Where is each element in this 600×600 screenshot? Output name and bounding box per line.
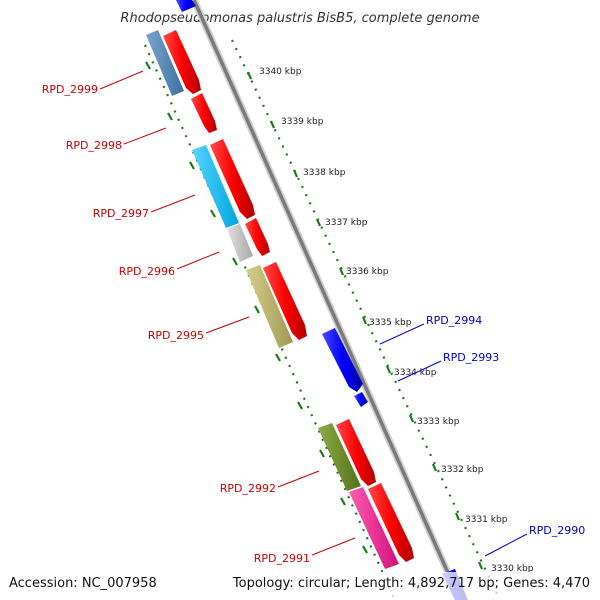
- leader-line: [379, 323, 425, 345]
- tick-mark: [292, 169, 299, 178]
- tick-mark: [315, 218, 322, 227]
- cds-forward: [245, 218, 270, 256]
- tick-mark: [167, 112, 173, 121]
- leader-line: [176, 251, 220, 270]
- gene-label-rpd-2996[interactable]: RPD_2996: [119, 265, 175, 278]
- kbp-label: 3339 kbp: [281, 117, 324, 127]
- backbone-line: [192, 0, 462, 600]
- tick-mark: [362, 545, 368, 554]
- kbp-label: 3335 kbp: [369, 318, 412, 328]
- cds-reverse: [354, 392, 368, 407]
- accession-text: Accession: NC_007958: [9, 576, 157, 591]
- kbp-label: 3330 kbp: [491, 564, 534, 574]
- leader-line: [123, 127, 167, 145]
- kbp-label: 3331 kbp: [465, 515, 508, 525]
- leader-line: [397, 360, 442, 382]
- kbp-label: 3338 kbp: [303, 168, 346, 178]
- leader-line: [277, 470, 320, 488]
- kbp-label: 3332 kbp: [441, 465, 484, 475]
- topology-text: Topology: circular; Length: 4,892,717 bp…: [232, 576, 590, 591]
- gene-label-rpd-2994[interactable]: RPD_2994: [426, 314, 482, 327]
- gene-labels: RPD_2999 RPD_2998 RPD_2997 RPD_2996 RPD_…: [42, 70, 585, 565]
- inner-major-ticks: [145, 61, 368, 554]
- tick-mark: [246, 71, 253, 80]
- cog-feature-rpd-2991: [349, 487, 399, 569]
- tick-mark: [210, 209, 216, 218]
- leader-line: [311, 537, 356, 556]
- cds-forward: [368, 483, 414, 562]
- cog-feature-rpd-2997: [192, 145, 239, 228]
- gene-label-rpd-2992[interactable]: RPD_2992: [220, 482, 276, 495]
- cds-forward: [163, 30, 201, 94]
- map-title: Rhodopseudomonas palustris BisB5, comple…: [120, 11, 479, 26]
- leader-line: [484, 533, 528, 557]
- tick-mark: [319, 449, 325, 458]
- gene-label-rpd-2991[interactable]: RPD_2991: [254, 552, 310, 565]
- cds-forward: [191, 93, 217, 133]
- cog-feature-rpd-2996: [227, 224, 253, 262]
- cds-reverse: [322, 328, 363, 392]
- cog-features: [146, 30, 399, 569]
- tick-mark: [454, 512, 461, 521]
- kbp-label: 3333 kbp: [417, 417, 460, 427]
- tick-mark: [477, 561, 484, 570]
- cog-feature-rpd-2992: [318, 423, 361, 491]
- outer-major-ticks: [246, 71, 484, 570]
- gene-label-rpd-2995[interactable]: RPD_2995: [148, 329, 204, 342]
- cog-feature-rpd-2995: [246, 265, 293, 348]
- cds-forward: [210, 139, 255, 219]
- leader-line: [205, 316, 250, 334]
- tick-mark: [408, 414, 415, 423]
- tick-mark: [189, 161, 195, 170]
- tick-mark: [385, 365, 392, 374]
- kbp-label: 3336 kbp: [346, 267, 389, 277]
- tick-mark: [275, 353, 281, 362]
- tick-mark: [431, 463, 438, 472]
- leader-line: [99, 70, 144, 90]
- tick-mark: [340, 497, 346, 506]
- footer-backdrop: [0, 572, 600, 600]
- tick-mark: [297, 401, 303, 410]
- tick-mark: [232, 257, 238, 266]
- forward-strand-cds: [163, 30, 414, 562]
- cds-reverse: [176, 0, 196, 12]
- tick-mark: [361, 316, 368, 325]
- kbp-label: 3340 kbp: [259, 67, 302, 77]
- tick-mark: [338, 267, 345, 276]
- kbp-label: 3337 kbp: [325, 218, 368, 228]
- tick-mark: [145, 61, 151, 70]
- cds-forward: [336, 419, 376, 486]
- gene-label-rpd-2998[interactable]: RPD_2998: [66, 139, 122, 152]
- gene-label-rpd-2997[interactable]: RPD_2997: [93, 207, 149, 220]
- tick-mark: [254, 305, 260, 314]
- genome-backbone: [190, 0, 464, 600]
- footer: Accession: NC_007958 Topology: circular;…: [0, 572, 600, 600]
- leader-line: [150, 194, 196, 213]
- cds-forward: [263, 262, 307, 340]
- gene-label-rpd-2993[interactable]: RPD_2993: [443, 351, 499, 364]
- gene-label-rpd-2990[interactable]: RPD_2990: [529, 524, 585, 537]
- gene-label-rpd-2999[interactable]: RPD_2999: [42, 83, 98, 96]
- tick-mark: [269, 120, 276, 129]
- cog-feature-rpd-2999: [146, 30, 184, 96]
- reverse-strand-cds: [176, 0, 468, 600]
